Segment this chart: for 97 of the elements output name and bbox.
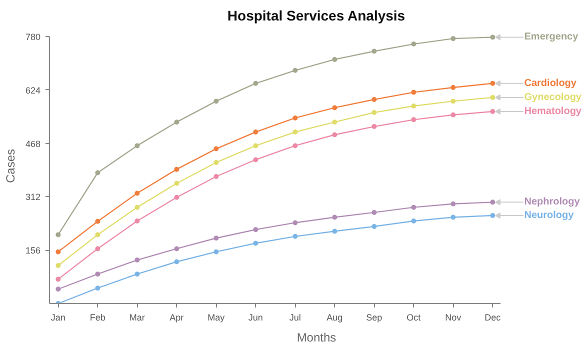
point xyxy=(450,112,456,118)
point xyxy=(332,120,338,125)
point xyxy=(214,160,219,165)
point xyxy=(450,201,456,206)
point xyxy=(450,214,456,220)
point xyxy=(253,227,258,232)
point xyxy=(292,234,298,239)
point xyxy=(411,104,416,108)
point xyxy=(253,130,258,135)
point xyxy=(174,166,180,172)
point xyxy=(214,174,219,180)
point xyxy=(134,218,140,224)
point xyxy=(214,98,219,104)
point xyxy=(253,240,258,246)
point xyxy=(332,56,338,62)
text: Neurology xyxy=(524,210,574,222)
point xyxy=(174,180,180,186)
point xyxy=(372,48,377,54)
x-tick-label: May xyxy=(208,312,226,322)
point xyxy=(372,210,377,215)
point xyxy=(490,108,496,114)
point xyxy=(292,220,298,226)
point xyxy=(332,132,338,138)
point xyxy=(95,286,100,291)
point xyxy=(253,157,258,162)
x-tick-label: Oct xyxy=(406,312,422,322)
point xyxy=(134,272,140,277)
point xyxy=(56,286,61,292)
point xyxy=(214,236,219,241)
point xyxy=(174,194,180,200)
point xyxy=(411,204,416,210)
y-tick-label: 156 xyxy=(25,246,41,256)
point xyxy=(134,190,140,196)
point xyxy=(56,232,61,238)
x-tick-label: Jun xyxy=(248,312,263,322)
point xyxy=(411,42,416,47)
point xyxy=(253,143,258,148)
x-tick-label: Apr xyxy=(170,312,184,322)
point xyxy=(292,115,298,120)
text: Nephrology xyxy=(524,196,580,208)
point xyxy=(95,218,100,224)
x-tick-label: Feb xyxy=(90,312,106,322)
x-tick-label: Mar xyxy=(129,312,145,322)
point xyxy=(174,120,180,125)
point xyxy=(292,130,298,135)
point xyxy=(490,94,496,100)
point xyxy=(174,246,180,252)
point xyxy=(56,263,61,268)
point xyxy=(56,276,61,282)
x-tick-label: Sep xyxy=(366,312,382,322)
point xyxy=(332,105,338,110)
x-tick-label: Aug xyxy=(326,312,343,322)
y-tick-label: 312 xyxy=(25,192,41,202)
point xyxy=(490,213,496,218)
point xyxy=(332,228,338,234)
point xyxy=(411,90,416,95)
point xyxy=(450,85,456,90)
text: Emergency xyxy=(524,32,579,43)
x-tick-label: Jul xyxy=(289,312,301,322)
point xyxy=(95,272,100,277)
point xyxy=(292,143,298,148)
y-tick-label: 468 xyxy=(25,138,41,149)
y-tick-label: 780 xyxy=(25,32,41,42)
point xyxy=(450,98,456,104)
point xyxy=(490,200,496,205)
point xyxy=(490,80,496,86)
point xyxy=(490,34,496,40)
point xyxy=(372,110,377,115)
y-tick-label: 624 xyxy=(25,85,41,96)
point xyxy=(95,232,100,238)
text: Hematology xyxy=(524,106,582,117)
point xyxy=(95,246,100,252)
x-tick-label: Dec xyxy=(484,312,502,322)
point xyxy=(332,214,338,220)
point xyxy=(134,143,140,148)
x-tick-label: Jan xyxy=(50,312,66,322)
text: Gynecology xyxy=(524,92,582,103)
point xyxy=(214,249,219,254)
point xyxy=(450,36,456,42)
point xyxy=(134,204,140,210)
point xyxy=(214,146,219,152)
point xyxy=(372,124,377,130)
chart-title: Hospital Services Analysis xyxy=(227,8,406,24)
text: Cardiology xyxy=(524,78,577,89)
point xyxy=(95,170,100,176)
point xyxy=(253,80,258,86)
x-tick-label: Nov xyxy=(445,312,462,322)
point xyxy=(56,249,61,254)
point xyxy=(134,258,140,263)
point xyxy=(372,224,377,229)
x-axis-title: Months xyxy=(296,330,336,344)
y-axis-title: Cases xyxy=(3,148,18,184)
point xyxy=(411,218,416,224)
point xyxy=(292,68,298,73)
point xyxy=(174,259,180,264)
point xyxy=(372,96,377,102)
point xyxy=(411,117,416,122)
